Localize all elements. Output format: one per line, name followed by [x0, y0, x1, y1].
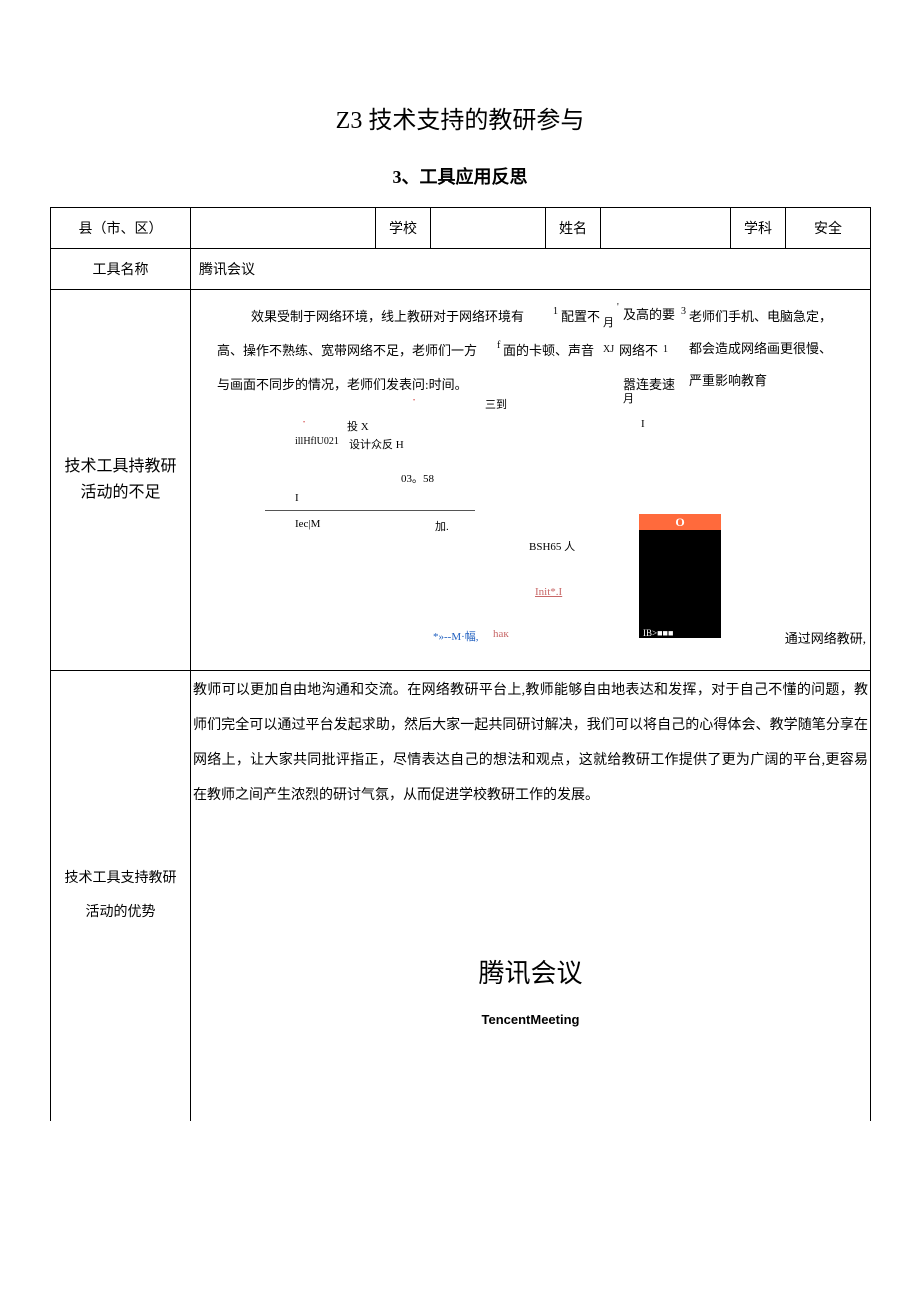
orange-strip: O — [639, 514, 721, 530]
subject-value: 安全 — [786, 208, 871, 249]
pipe2: I — [295, 492, 299, 504]
shortcomings-label: 技术工具持教研活动的不足 — [51, 290, 191, 671]
shortcomings-content: 效果受制于网络环境，线上教研对于网络环境有 1 配置不 月 ' 及高的要 3 老… — [191, 290, 870, 670]
subject-label: 学科 — [731, 208, 786, 249]
tencent-en: TencentMeeting — [191, 1004, 870, 1037]
advantages-content: 教师可以更加自由地沟通和交流。在网络教研平台上,教师能够自由地表达和发挥，对于自… — [191, 671, 870, 1121]
sc-line1c: 及高的要 — [623, 304, 675, 323]
tencent-cn: 腾讯会议 — [191, 941, 870, 1006]
design: 设计众反 H — [349, 436, 404, 452]
san-dao: 三到 — [485, 396, 507, 412]
tool-label: 工具名称 — [51, 249, 191, 290]
tool-value: 腾讯会议 — [191, 249, 871, 290]
school-value — [431, 208, 546, 249]
name-value — [601, 208, 731, 249]
dot-icon: • — [413, 398, 415, 404]
form-table: 县（市、区） 学校 姓名 学科 安全 工具名称 腾讯会议 技术工具持教研活动的不… — [50, 207, 871, 1121]
sc-num1b: 1 — [663, 344, 668, 355]
trailing-text: 通过网络教研, — [785, 628, 866, 647]
init: Init*.I — [535, 586, 562, 598]
suffix: *»--M·幅, — [433, 628, 479, 644]
iec: Iec|M — [295, 518, 320, 530]
sc-yue1: 月 — [603, 314, 614, 330]
separator-line — [265, 510, 475, 511]
sc-xj: XJ — [603, 344, 614, 355]
sc-line3a: 与画面不同步的情况，老师们发表问:时间。 — [217, 374, 468, 393]
sc-f: f — [497, 340, 500, 351]
sc-line2b: 面的卡顿、声音 — [503, 340, 594, 359]
county-label: 县（市、区） — [51, 208, 191, 249]
sc-comma: ' — [617, 302, 619, 313]
ib-text: IB>■■■ — [643, 628, 673, 638]
tou-x: 投 X — [347, 418, 369, 434]
sc-line1b: 配置不 — [561, 306, 600, 325]
name-label: 姓名 — [546, 208, 601, 249]
sc-yue2: 月 — [623, 390, 634, 406]
sc-line1a: 效果受制于网络环境，线上教研对于网络环境有 — [251, 306, 524, 325]
advantages-paragraph: 教师可以更加自由地沟通和交流。在网络教研平台上,教师能够自由地表达和发挥，对于自… — [193, 673, 868, 813]
pipe1: I — [641, 418, 645, 430]
sc-line2c: 网络不 — [619, 340, 658, 359]
sc-line3c: 严重影响教育 — [689, 370, 767, 389]
school-label: 学校 — [376, 208, 431, 249]
sc-line1d: 老师们手机、电脑急定， — [689, 306, 832, 325]
tencent-logo: 腾讯会议 TencentMeeting — [191, 941, 870, 1037]
sc-line2a: 高、操作不熟练、宽带网络不足，老师们一方 — [217, 340, 477, 359]
page-subtitle: 3、工具应用反思 — [50, 163, 870, 189]
timer: 03。58 — [401, 470, 434, 486]
hak: hак — [493, 628, 509, 640]
county-value — [191, 208, 376, 249]
sc-line2d: 都会造成网络画更很慢、 — [689, 338, 832, 357]
dot2-icon: • — [303, 420, 305, 426]
bsh: BSH65 人 — [529, 538, 575, 554]
sc-num1: 1 — [553, 306, 558, 317]
sc-num3: 3 — [681, 306, 686, 317]
jia: 加. — [435, 518, 449, 534]
advantages-label: 技术工具支持教研活动的优势 — [51, 671, 191, 1122]
page-title: Z3 技术支持的教研参与 — [50, 100, 870, 135]
black-box — [639, 530, 721, 638]
ill: illHflU021 — [295, 436, 339, 447]
